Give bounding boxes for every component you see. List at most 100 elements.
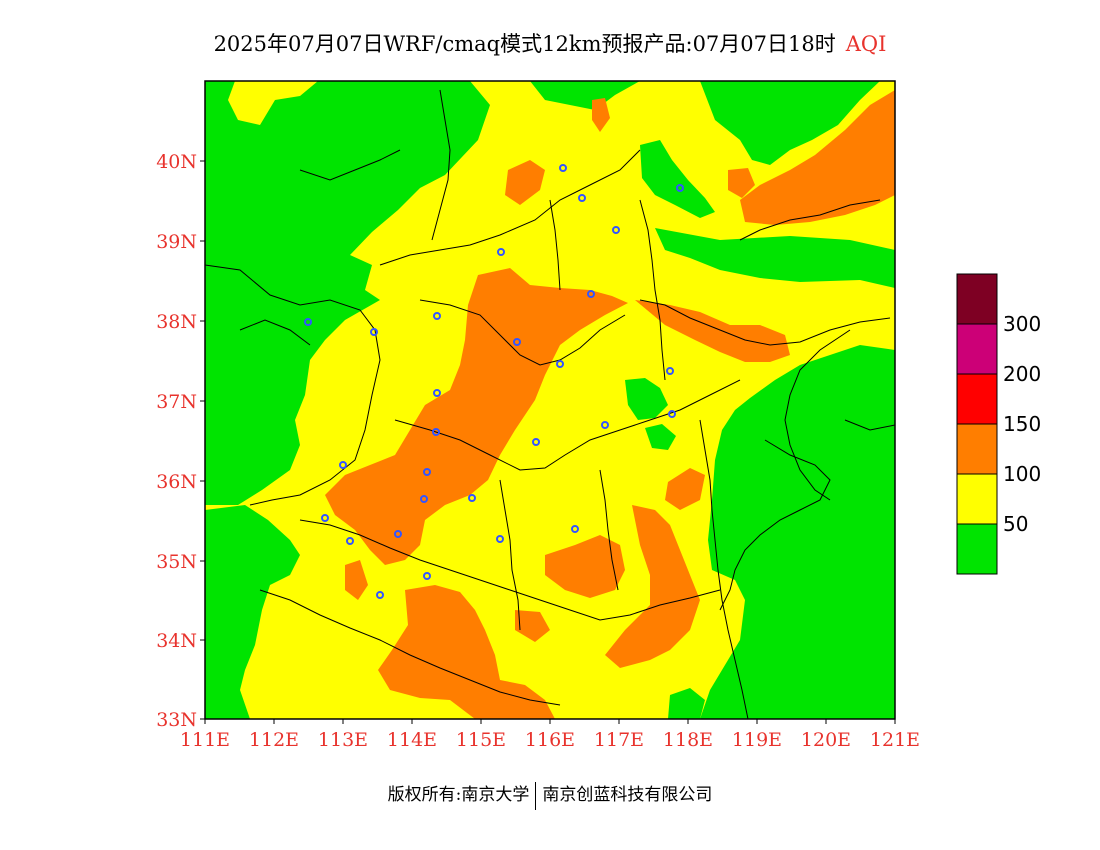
boundary-line bbox=[299, 149, 401, 181]
city-marker bbox=[497, 248, 505, 256]
boundary-lines bbox=[205, 89, 895, 719]
legend-swatch bbox=[956, 323, 998, 375]
boundary-line bbox=[549, 199, 561, 291]
aqi-orange-top-patch bbox=[592, 98, 610, 132]
city-marker bbox=[376, 591, 384, 599]
aqi-orange-southwest bbox=[378, 585, 555, 719]
legend-label: 200 bbox=[1003, 362, 1041, 386]
aqi-green-north-top bbox=[530, 81, 640, 110]
city-marker bbox=[587, 290, 595, 298]
city-marker bbox=[433, 389, 441, 397]
city-marker bbox=[668, 410, 676, 418]
aqi-orange-east-patch bbox=[665, 468, 705, 510]
aqi-orange-west-small bbox=[345, 560, 368, 600]
copyright-left: 版权所有:南京大学 bbox=[387, 785, 530, 805]
city-marker bbox=[666, 367, 674, 375]
city-marker bbox=[571, 525, 579, 533]
legend-label: 300 bbox=[1003, 312, 1041, 336]
aqi-orange-south-central bbox=[545, 535, 625, 598]
aqi-orange-south-small bbox=[515, 610, 550, 642]
boundary-line bbox=[239, 319, 311, 346]
city-marker bbox=[559, 164, 567, 172]
boundary-line bbox=[394, 379, 741, 471]
aqi-orange-central bbox=[325, 268, 628, 565]
aqi-green-central-patch bbox=[625, 378, 668, 420]
aqi-green-northwest bbox=[205, 81, 490, 505]
legend-swatch bbox=[956, 423, 998, 475]
color-legend: 300 200 150 100 50 bbox=[956, 273, 1041, 575]
x-tick-label: 118E bbox=[663, 729, 713, 751]
legend-label: 100 bbox=[1003, 462, 1041, 486]
y-tick-label: 35N bbox=[156, 551, 197, 573]
aqi-green-north-patch bbox=[640, 140, 715, 218]
boundary-line bbox=[699, 419, 749, 719]
x-tick-label: 112E bbox=[249, 729, 299, 751]
y-tick-label: 37N bbox=[156, 391, 197, 413]
aqi-green-central-patch-2 bbox=[645, 424, 676, 450]
y-tick-label: 34N bbox=[156, 630, 197, 652]
legend-swatch bbox=[956, 373, 998, 425]
city-marker bbox=[339, 461, 347, 469]
x-tick-label: 119E bbox=[732, 729, 782, 751]
coastline bbox=[719, 439, 831, 611]
city-marker bbox=[612, 226, 620, 234]
title-main: 2025年07月07日WRF/cmaq模式12km预报产品:07月07日18时 bbox=[213, 32, 836, 56]
legend-swatch bbox=[956, 473, 998, 525]
y-tick-label: 36N bbox=[156, 471, 197, 493]
chart-title: 2025年07月07日WRF/cmaq模式12km预报产品:07月07日18时 A… bbox=[0, 28, 1100, 58]
x-tick-label: 116E bbox=[525, 729, 575, 751]
city-marker bbox=[601, 421, 609, 429]
boundary-line bbox=[599, 469, 619, 591]
aqi-orange-north bbox=[505, 160, 545, 205]
legend-label: 50 bbox=[1003, 512, 1028, 536]
aqi-green-east-band bbox=[655, 228, 895, 288]
city-marker bbox=[370, 328, 378, 336]
copyright-footer: 版权所有:南京大学 南京创蓝科技有限公司 bbox=[0, 780, 1100, 810]
boundary-line bbox=[259, 589, 561, 706]
city-marker bbox=[321, 514, 329, 522]
boundary-line bbox=[639, 199, 666, 381]
aqi-green-west-mid bbox=[205, 505, 300, 719]
city-marker bbox=[468, 494, 476, 502]
city-marker bbox=[578, 194, 586, 202]
city-marker bbox=[394, 530, 402, 538]
city-marker bbox=[676, 184, 684, 192]
boundary-line bbox=[739, 199, 881, 241]
aqi-field bbox=[205, 81, 895, 719]
aqi-green-northeast bbox=[700, 81, 880, 165]
city-marker bbox=[304, 318, 312, 326]
x-tick-label: 120E bbox=[801, 729, 851, 751]
x-tick-label: 115E bbox=[456, 729, 506, 751]
footer-separator bbox=[535, 781, 537, 810]
y-tick-label: 38N bbox=[156, 311, 197, 333]
city-marker bbox=[420, 495, 428, 503]
y-tick-label: 40N bbox=[156, 151, 197, 173]
city-marker bbox=[432, 428, 440, 436]
city-marker bbox=[513, 338, 521, 346]
y-tick-label: 33N bbox=[156, 709, 197, 731]
city-marker bbox=[423, 572, 431, 580]
coastline bbox=[639, 299, 891, 346]
city-marker bbox=[496, 535, 504, 543]
city-marker bbox=[556, 360, 564, 368]
city-marker bbox=[532, 438, 540, 446]
boundary-line bbox=[784, 329, 851, 501]
legend-swatch bbox=[956, 273, 998, 325]
copyright-right: 南京创蓝科技有限公司 bbox=[542, 785, 713, 805]
aqi-green-east-coast bbox=[700, 345, 895, 719]
aqi-orange-south-east bbox=[605, 505, 700, 668]
x-tick-label: 114E bbox=[387, 729, 437, 751]
city-marker bbox=[346, 537, 354, 545]
legend-label: 150 bbox=[1003, 412, 1041, 436]
coastline bbox=[844, 419, 895, 431]
y-tick-label: 39N bbox=[156, 231, 197, 253]
axis-ticks: 111E 112E 113E 114E 115E 116E 117E 118E 119E 120E… bbox=[156, 151, 920, 751]
aqi-orange-northeast bbox=[740, 90, 895, 225]
boundary-line bbox=[419, 299, 626, 366]
aqi-green-bottom-patch bbox=[668, 688, 705, 719]
x-tick-label: 111E bbox=[180, 729, 230, 751]
legend-swatch bbox=[956, 523, 998, 575]
title-variable: AQI bbox=[845, 32, 887, 56]
boundary-line bbox=[431, 89, 451, 241]
